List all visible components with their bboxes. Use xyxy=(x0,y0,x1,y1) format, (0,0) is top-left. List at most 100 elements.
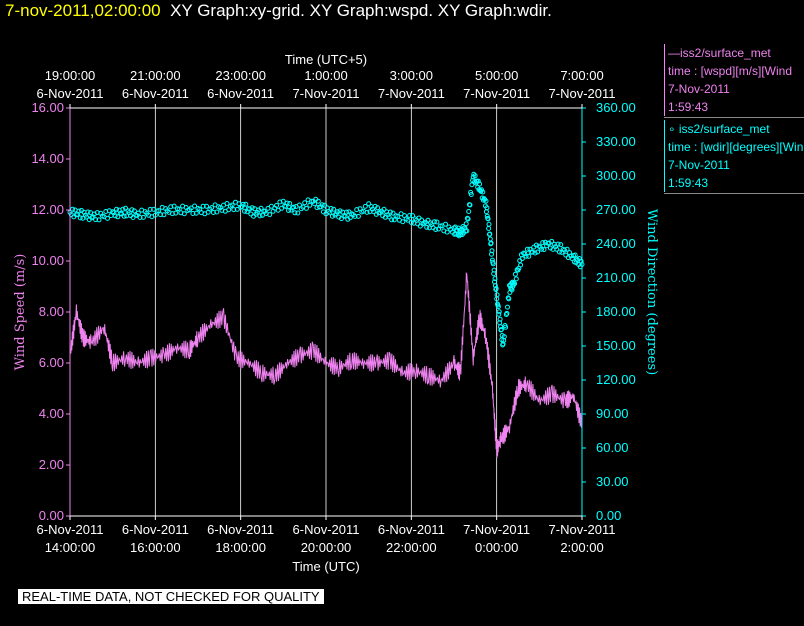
right-tick-label: 300.00 xyxy=(596,168,636,183)
wind-speed-line xyxy=(69,271,583,458)
wind-direction-point xyxy=(72,207,78,213)
wind-direction-point xyxy=(390,210,396,216)
wind-direction-point xyxy=(503,324,509,330)
wind-direction-point xyxy=(544,243,550,249)
wind-direction-point xyxy=(458,229,464,235)
left-tick-label: 10.00 xyxy=(31,253,64,268)
left-tick-label: 16.00 xyxy=(31,100,64,115)
wind-direction-point xyxy=(315,198,321,204)
wind-direction-point xyxy=(249,205,255,211)
wind-direction-point xyxy=(156,208,162,214)
wind-direction-point xyxy=(504,310,510,316)
left-tick-label: 8.00 xyxy=(39,304,64,319)
wind-direction-point xyxy=(209,205,215,211)
wind-direction-point xyxy=(486,221,492,227)
wind-direction-point xyxy=(375,205,381,211)
wind-direction-point xyxy=(424,224,430,230)
legend-divider xyxy=(664,117,804,118)
axes-layer xyxy=(66,104,586,520)
bottom-tick-time: 0:00:00 xyxy=(475,540,518,555)
wind-direction-point xyxy=(112,213,118,219)
wind-direction-point xyxy=(483,198,489,204)
wind-direction-point xyxy=(286,208,291,213)
wind-direction-point xyxy=(234,206,240,212)
graph-header: 7-nov-2011,02:00:00 XY Graph:xy-grid. XY… xyxy=(5,1,552,21)
wind-direction-point xyxy=(158,212,163,218)
wind-direction-point xyxy=(491,267,497,273)
wind-direction-point xyxy=(540,240,546,246)
right-tick-label: 0.00 xyxy=(596,508,621,523)
wind-direction-point xyxy=(265,205,271,211)
wind-direction-point xyxy=(332,212,338,218)
wind-direction-point xyxy=(93,217,99,223)
wind-direction-point xyxy=(302,200,308,206)
wind-direction-point xyxy=(224,201,230,206)
legend-wdir-source: ∘ iss2/surface_met xyxy=(668,120,804,138)
wind-direction-point xyxy=(578,258,584,264)
wind-direction-point xyxy=(123,205,128,211)
top-tick-date: 7-Nov-2011 xyxy=(293,86,360,101)
wind-direction-point xyxy=(400,219,406,225)
bottom-axis-title: Time (UTC) xyxy=(292,559,359,574)
wind-direction-point xyxy=(192,203,198,209)
grid-layer xyxy=(154,108,498,516)
top-tick-date: 6-Nov-2011 xyxy=(207,86,274,101)
wind-direction-point xyxy=(337,208,343,214)
wind-direction-point xyxy=(131,208,137,214)
bottom-tick-date: 6-Nov-2011 xyxy=(37,522,104,537)
wind-direction-point xyxy=(135,210,141,216)
wind-direction-point xyxy=(303,205,309,211)
wind-direction-point xyxy=(535,249,541,255)
wind-direction-point xyxy=(152,212,158,218)
wind-direction-point xyxy=(484,205,490,211)
right-tick-label: 30.00 xyxy=(596,474,629,489)
wind-direction-point xyxy=(513,276,519,282)
wind-direction-point xyxy=(463,221,469,227)
wind-direction-point xyxy=(417,223,423,229)
legend-entry-wdir: ∘ iss2/surface_met time : [wdir][degrees… xyxy=(664,120,804,192)
right-tick-label: 330.00 xyxy=(596,134,636,149)
bottom-tick-date: 6-Nov-2011 xyxy=(207,522,274,537)
wind-direction-point xyxy=(555,241,561,247)
left-tick-label: 4.00 xyxy=(39,406,64,421)
wind-direction-point xyxy=(489,248,495,254)
wind-direction-point xyxy=(547,245,553,251)
top-tick-date: 7-Nov-2011 xyxy=(549,86,616,101)
wind-direction-point xyxy=(291,204,297,210)
wind-direction-point xyxy=(556,249,562,255)
wind-direction-point xyxy=(522,251,528,257)
wind-direction-point xyxy=(247,206,253,212)
wind-direction-point xyxy=(114,206,119,212)
legend-wdir-date: 7-Nov-2011 xyxy=(668,158,730,172)
bottom-tick-time: 14:00:00 xyxy=(45,540,96,555)
top-tick-date: 6-Nov-2011 xyxy=(37,86,104,101)
wind-direction-point xyxy=(331,206,337,212)
wind-direction-point xyxy=(229,202,235,208)
wind-direction-point xyxy=(355,213,361,219)
bottom-tick-time: 22:00:00 xyxy=(386,540,437,555)
wind-direction-point xyxy=(494,292,500,298)
wind-direction-point xyxy=(370,206,375,212)
wind-direction-point xyxy=(96,217,102,223)
top-tick-date: 6-Nov-2011 xyxy=(122,86,189,101)
labels-layer: 0.00 2.00 4.00 6.00 8.00 10.00 12.00 14.00 16.00… xyxy=(13,52,659,574)
top-tick-time: 7:00:00 xyxy=(560,68,603,83)
wind-direction-point xyxy=(553,244,558,250)
wind-direction-point xyxy=(495,304,501,310)
wind-direction-point xyxy=(77,215,83,221)
circle-marker-icon: ∘ xyxy=(668,122,679,136)
top-tick-time: 21:00:00 xyxy=(130,68,181,83)
wind-direction-point xyxy=(488,240,494,246)
top-axis-title: Time (UTC+5) xyxy=(285,52,367,67)
wind-direction-point xyxy=(171,203,177,209)
wind-direction-point xyxy=(558,242,564,248)
wind-direction-point xyxy=(487,236,493,242)
wind-direction-point xyxy=(464,228,470,234)
wind-direction-point xyxy=(322,202,328,208)
wind-direction-point xyxy=(564,246,570,252)
wind-direction-point xyxy=(405,217,411,223)
wind-direction-point xyxy=(257,213,263,219)
wind-direction-point xyxy=(364,209,370,215)
wind-direction-point xyxy=(519,256,525,262)
